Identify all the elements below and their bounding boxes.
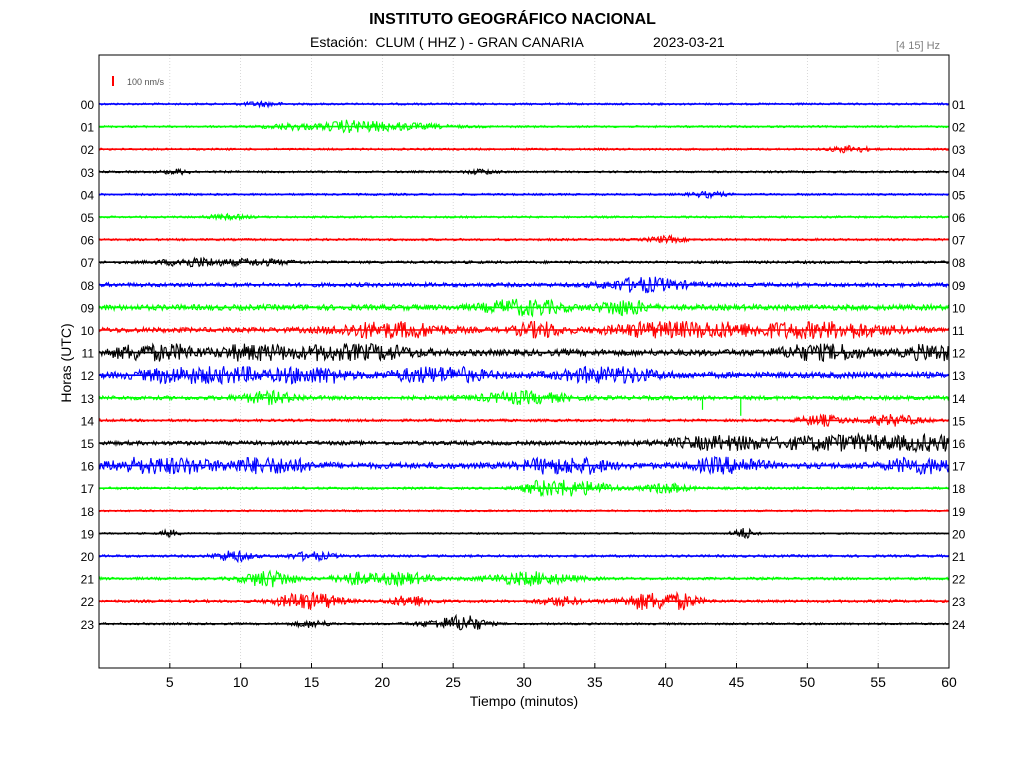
hour-label-left: 21 (81, 573, 95, 587)
x-tick-label: 35 (587, 674, 603, 690)
hour-label-right: 07 (952, 234, 966, 248)
hour-label-left: 13 (81, 392, 95, 406)
hour-label-left: 00 (81, 98, 95, 112)
x-tick-label: 45 (729, 674, 745, 690)
x-tick-label: 20 (375, 674, 391, 690)
hour-label-right: 16 (952, 437, 966, 451)
hour-label-right: 03 (952, 143, 966, 157)
frequency-band-label: [4 15] Hz (896, 40, 941, 52)
hour-label-left: 07 (81, 256, 95, 270)
hour-label-right: 08 (952, 256, 966, 270)
hour-label-left: 18 (81, 505, 95, 519)
hour-label-left: 16 (81, 460, 95, 474)
x-tick-label: 15 (304, 674, 320, 690)
hour-label-left: 20 (81, 550, 95, 564)
trace-group (98, 99, 950, 631)
hour-label-left: 22 (81, 595, 95, 609)
grid-lines (169, 55, 950, 668)
hour-label-left: 15 (81, 437, 95, 451)
hour-label-right: 09 (952, 279, 966, 293)
x-tick-label: 40 (658, 674, 674, 690)
hour-label-right: 18 (952, 482, 966, 496)
hour-label-left: 23 (81, 618, 95, 632)
hour-label-left: 12 (81, 369, 95, 383)
hour-label-right: 19 (952, 505, 966, 519)
hour-label-left: 04 (81, 188, 95, 202)
hour-label-right: 04 (952, 166, 966, 180)
hour-label-right: 20 (952, 527, 966, 541)
hour-label-left: 01 (81, 121, 95, 135)
x-tick-label: 50 (800, 674, 816, 690)
x-axis-label: Tiempo (minutos) (469, 693, 579, 709)
amplitude-scale: 100 nm/s (112, 76, 165, 87)
hour-label-left: 02 (81, 143, 95, 157)
hour-label-right: 14 (952, 392, 966, 406)
hour-label-right: 12 (952, 347, 966, 361)
hour-label-left: 05 (81, 211, 95, 225)
hour-label-left: 09 (81, 301, 95, 315)
hour-label-left: 10 (81, 324, 95, 338)
hour-label-left: 06 (81, 234, 95, 248)
hour-label-right: 11 (952, 324, 965, 338)
x-tick-label: 25 (445, 674, 461, 690)
hour-label-right: 02 (952, 121, 966, 135)
scale-label: 100 nm/s (127, 77, 165, 87)
hour-label-right: 23 (952, 595, 966, 609)
hour-label-right: 05 (952, 188, 966, 202)
axis-labels: 5 10 15 20 25 30 35 40 45 50 55 60 00 01 01 02 02 03 03 04 0… (81, 98, 966, 690)
hour-label-right: 21 (952, 550, 966, 564)
hour-label-left: 03 (81, 166, 95, 180)
hour-label-right: 01 (952, 98, 966, 112)
hour-label-left: 08 (81, 279, 95, 293)
hour-label-right: 10 (952, 301, 966, 315)
hour-label-left: 19 (81, 527, 95, 541)
hour-label-right: 13 (952, 369, 966, 383)
x-tick-label: 60 (941, 674, 957, 690)
hour-label-right: 22 (952, 573, 966, 587)
hour-label-left: 14 (81, 414, 95, 428)
date-label: 2023-03-21 (653, 34, 725, 50)
trace-hour-09 (98, 298, 950, 318)
x-tick-label: 30 (516, 674, 532, 690)
x-tick-label: 10 (233, 674, 249, 690)
x-tick-label: 5 (166, 674, 174, 690)
hour-label-right: 24 (952, 618, 966, 632)
chart-title: INSTITUTO GEOGRÁFICO NACIONAL (369, 11, 656, 28)
hour-label-left: 11 (82, 347, 95, 361)
plot-frame (98, 54, 950, 669)
hour-label-right: 06 (952, 211, 966, 225)
x-tick-label: 55 (870, 674, 886, 690)
hour-label-right: 17 (952, 460, 966, 474)
station-label: Estación: CLUM ( HHZ ) - GRAN CANARIA (310, 34, 584, 50)
hour-label-right: 15 (952, 414, 966, 428)
trace-hour-16 (98, 455, 950, 476)
hour-label-left: 17 (81, 482, 95, 496)
